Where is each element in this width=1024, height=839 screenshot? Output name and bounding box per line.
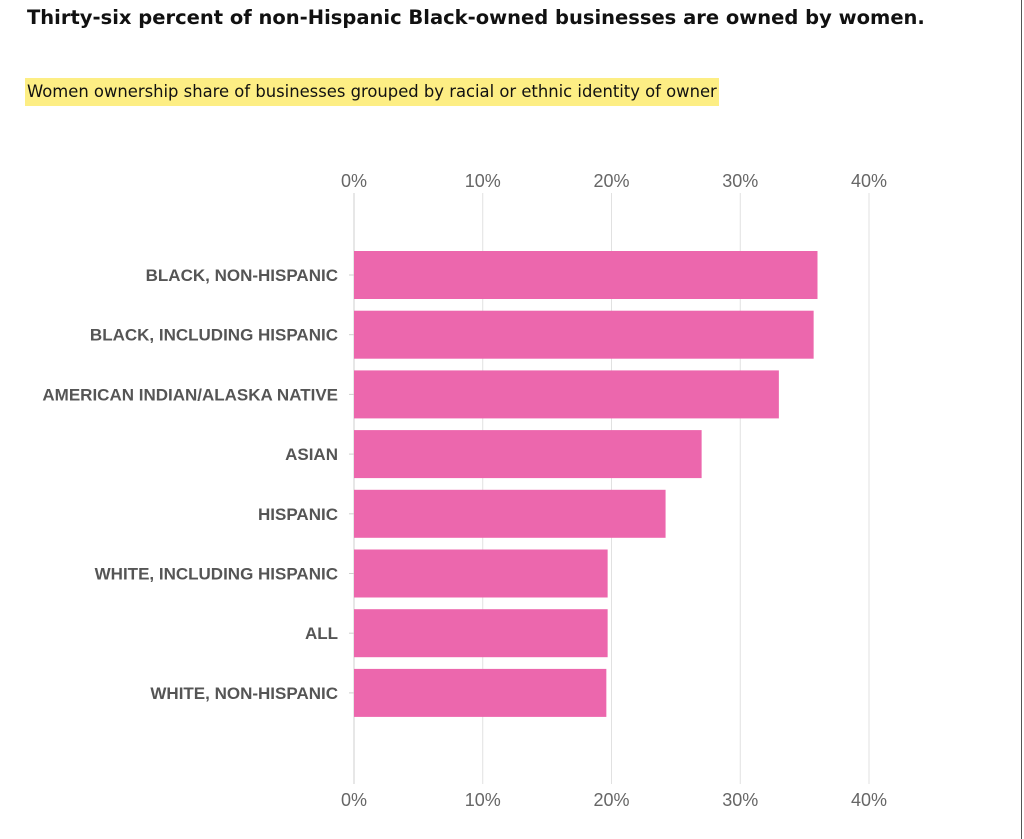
x-tick-label-bottom: 20% <box>593 790 629 810</box>
x-tick-label-top: 0% <box>341 171 367 191</box>
bar <box>354 609 608 658</box>
bar <box>354 489 666 538</box>
category-label: ASIAN <box>285 445 338 464</box>
category-label: WHITE, INCLUDING HISPANIC <box>95 565 338 584</box>
category-label: BLACK, INCLUDING HISPANIC <box>90 326 338 345</box>
x-tick-label-bottom: 0% <box>341 790 367 810</box>
x-tick-label-bottom: 30% <box>722 790 758 810</box>
bar <box>354 310 814 359</box>
bar <box>354 549 608 598</box>
chart-title: Thirty-six percent of non-Hispanic Black… <box>27 6 925 29</box>
x-tick-label-top: 40% <box>851 171 887 191</box>
category-label: AMERICAN INDIAN/ALASKA NATIVE <box>42 385 338 404</box>
category-label: BLACK, NON-HISPANIC <box>146 266 338 285</box>
x-tick-label-bottom: 40% <box>851 790 887 810</box>
x-tick-label-top: 30% <box>722 171 758 191</box>
x-tick-label-bottom: 10% <box>465 790 501 810</box>
bar <box>354 668 607 717</box>
bar <box>354 370 779 419</box>
x-tick-label-top: 20% <box>593 171 629 191</box>
x-tick-label-top: 10% <box>465 171 501 191</box>
chart-subtitle: Women ownership share of businesses grou… <box>25 78 719 106</box>
page-edge-divider <box>1021 0 1022 839</box>
category-label: HISPANIC <box>258 505 338 524</box>
bar <box>354 430 702 479</box>
category-label: WHITE, NON-HISPANIC <box>150 684 338 703</box>
category-label: ALL <box>305 624 338 643</box>
bar <box>354 251 818 299</box>
